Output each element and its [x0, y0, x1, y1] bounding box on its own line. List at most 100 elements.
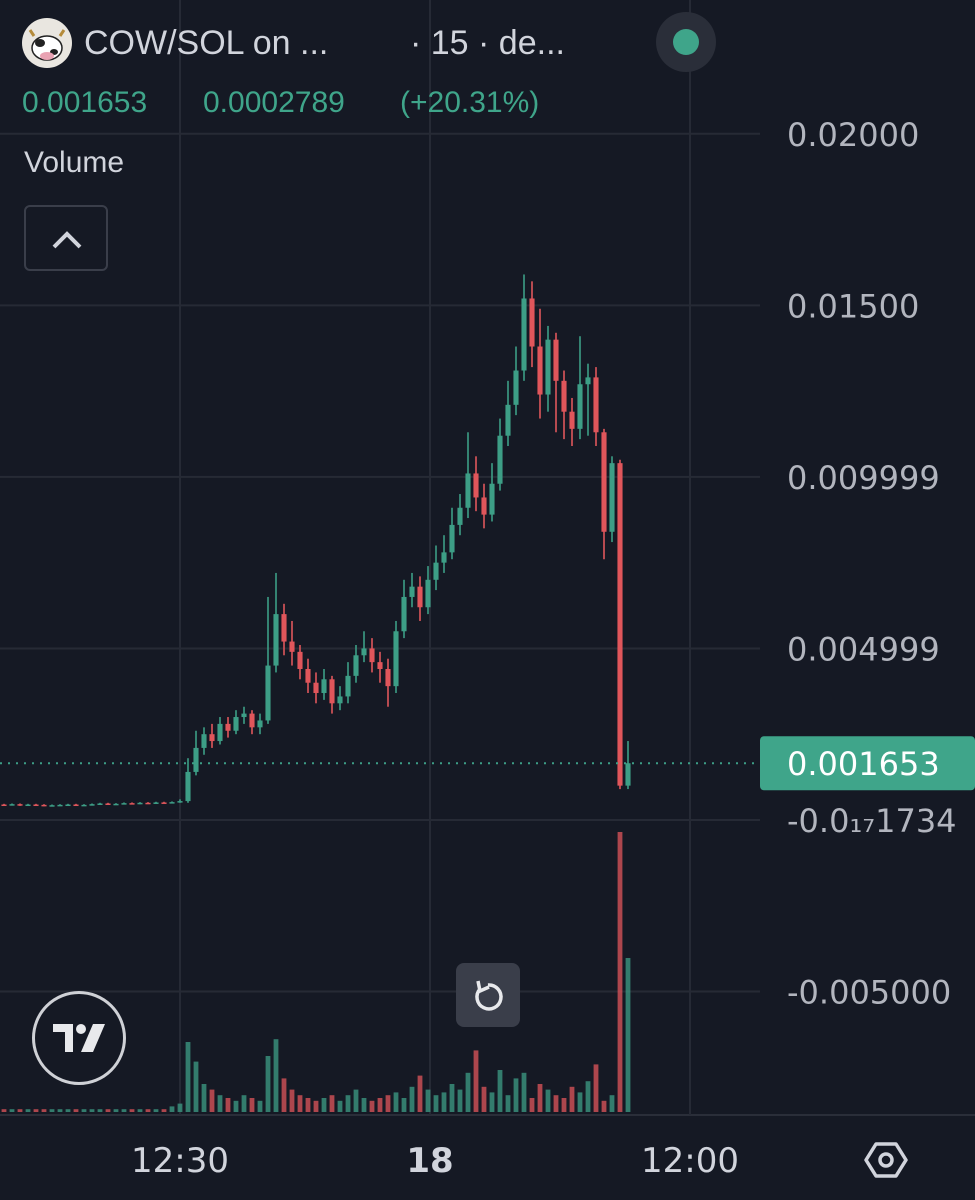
volume-bar	[473, 1050, 479, 1112]
volume-bar	[337, 1100, 343, 1112]
volume-bar	[41, 1109, 47, 1112]
candle-body	[353, 655, 359, 676]
volume-bar	[385, 1095, 391, 1112]
candle-body	[321, 679, 327, 694]
volume-bar	[241, 1095, 247, 1112]
volume-bar	[201, 1084, 207, 1112]
status-dot	[673, 29, 699, 55]
volume-bar	[593, 1064, 599, 1112]
y-tick-label: 0.004999	[787, 630, 940, 668]
volume-bar	[113, 1109, 119, 1112]
candle-body	[33, 804, 39, 807]
candle-body	[409, 586, 415, 597]
volume-bar	[529, 1098, 535, 1112]
volume-bar	[609, 1095, 615, 1112]
y-tick-label: -0.005000	[787, 973, 951, 1011]
candle-body	[233, 717, 239, 731]
volume-bar	[489, 1092, 495, 1112]
volume-bar	[257, 1100, 263, 1112]
candle-body	[105, 803, 111, 805]
candle-body	[473, 473, 479, 498]
reset-icon	[475, 980, 503, 1011]
chart-title[interactable]: COW/SOL on ...	[84, 24, 329, 62]
candle-body	[265, 665, 271, 721]
volume-bar	[305, 1098, 311, 1112]
volume-bar	[441, 1092, 447, 1112]
chevron-up-icon	[52, 231, 82, 249]
volume-bar	[393, 1092, 399, 1112]
candle-body	[137, 802, 143, 805]
candle-body	[81, 804, 87, 807]
candle-body	[513, 370, 519, 405]
status-button[interactable]	[656, 12, 716, 72]
volume-bar	[617, 832, 623, 1112]
candle-body	[89, 804, 95, 806]
volume-bar	[625, 958, 631, 1112]
volume-bar	[33, 1109, 39, 1112]
candle-body	[537, 346, 543, 395]
candle-body	[521, 298, 527, 371]
axes: 12:30 18 12:00 0.02000 0.01500 0.009999 0.0049…	[131, 116, 975, 1181]
volume-bar	[193, 1061, 199, 1112]
token-avatar[interactable]	[22, 18, 72, 68]
candle-body	[497, 435, 503, 484]
volume-bar	[433, 1095, 439, 1112]
candle-body	[361, 648, 367, 656]
candle-body	[529, 298, 535, 347]
cow-icon	[28, 29, 66, 61]
volume-bar	[361, 1098, 367, 1112]
candle-body	[145, 802, 151, 805]
candle-body	[601, 432, 607, 532]
volume-bar	[481, 1086, 487, 1112]
volume-bar	[577, 1092, 583, 1112]
candle-body	[489, 483, 495, 515]
volume-bar	[9, 1109, 15, 1112]
volume-bar	[513, 1078, 519, 1112]
volume-bar	[57, 1109, 63, 1112]
candle-body	[561, 380, 567, 412]
candle-body	[481, 497, 487, 515]
candle-body	[505, 404, 511, 436]
volume-bar	[177, 1103, 183, 1112]
candle-body	[297, 651, 303, 669]
volume-bar	[209, 1089, 215, 1112]
collapse-button[interactable]	[24, 205, 108, 271]
candle-body	[1, 804, 7, 807]
candle-body	[49, 805, 55, 807]
volume-bar	[281, 1078, 287, 1112]
volume-bar	[569, 1086, 575, 1112]
y-tick-label: 0.009999	[787, 459, 940, 497]
x-tick-label: 12:30	[131, 1141, 229, 1181]
legend-change-percent: (+20.31%)	[400, 86, 540, 119]
y-tick-label: -0.0₁₇1734	[787, 802, 957, 840]
candle-body	[57, 804, 63, 807]
volume-bar	[169, 1106, 175, 1112]
candle-body	[369, 648, 375, 663]
candle-body	[17, 804, 23, 806]
candle-body	[313, 682, 319, 694]
volume-bar	[129, 1109, 135, 1112]
candle-body	[185, 771, 191, 802]
candle-body	[617, 463, 623, 786]
chart-subtitle[interactable]: · 15 · de...	[410, 24, 565, 62]
volume-bar	[161, 1109, 167, 1112]
candle-body	[97, 803, 103, 805]
volume-bar	[561, 1098, 567, 1112]
tradingview-logo[interactable]	[32, 991, 126, 1085]
settings-button[interactable]	[862, 1136, 910, 1184]
candle-body	[609, 463, 615, 532]
candle-body	[593, 377, 599, 433]
candle-body	[217, 723, 223, 742]
reset-chart-button[interactable]	[456, 963, 520, 1027]
volume-bar	[465, 1072, 471, 1112]
volume-bar	[297, 1095, 303, 1112]
volume-bar	[145, 1109, 151, 1112]
candle-body	[417, 586, 423, 608]
tv-icon	[53, 1024, 105, 1052]
candle-body	[457, 507, 463, 525]
candle-body	[169, 802, 175, 804]
volume-bar	[537, 1084, 543, 1112]
candle-body	[385, 669, 391, 687]
volume-bar	[73, 1109, 79, 1112]
